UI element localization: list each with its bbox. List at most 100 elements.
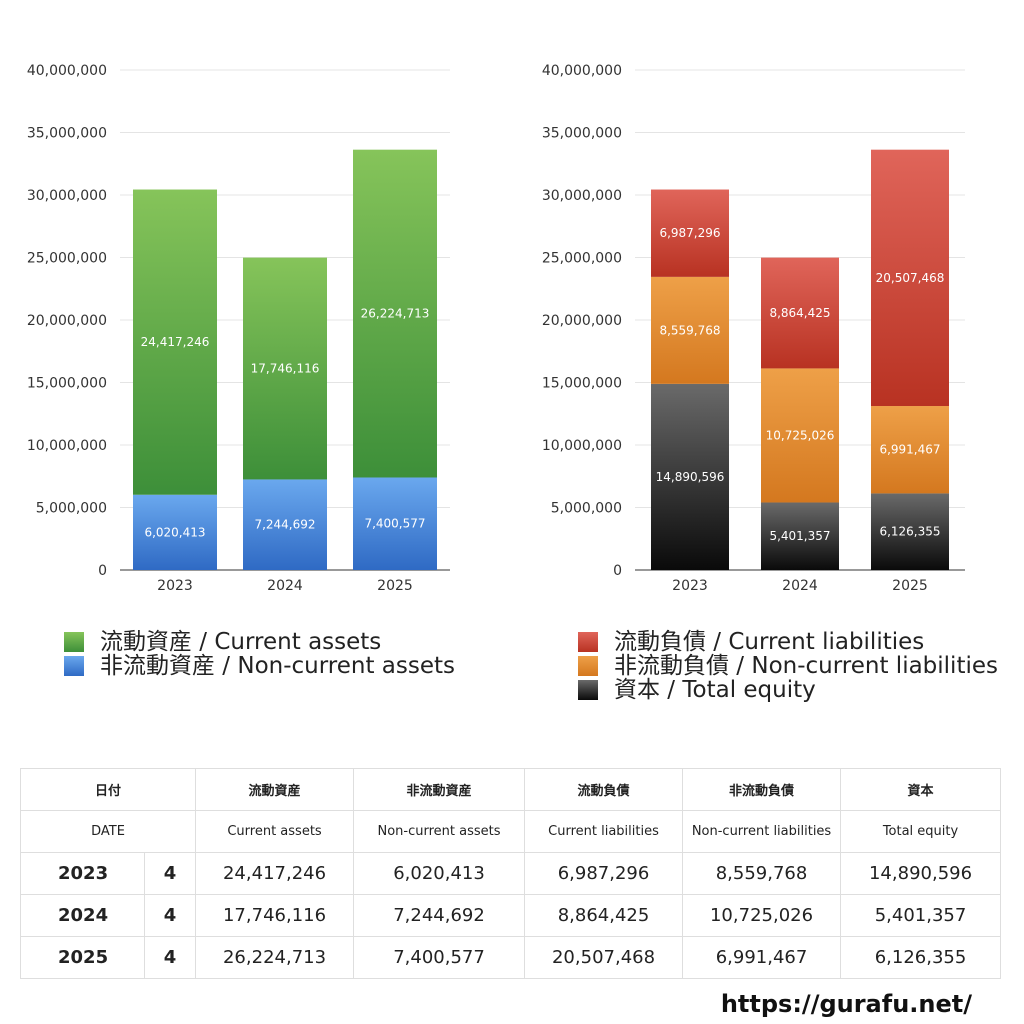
- row-nca: 7,244,692: [353, 894, 526, 937]
- table-row: 2024 4 17,746,116 7,244,692 8,864,425 10…: [20, 894, 1002, 937]
- header-date-en: DATE: [19, 810, 197, 853]
- header-cl-ja: 流動負債: [524, 768, 684, 811]
- y-tick-label: 0: [613, 563, 622, 579]
- header-row-ja: 日付 流動資産 非流動資産 流動負債 非流動負債 資本: [19, 768, 1002, 811]
- row-year: 2023: [20, 852, 145, 895]
- y-tick-label: 15,000,000: [27, 376, 107, 392]
- row-ca: 24,417,246: [195, 852, 355, 895]
- legend-item-noncurrent-liabilities: 非流動負債 / Non-current liabilities: [578, 654, 998, 678]
- y-tick-label: 15,000,000: [542, 376, 622, 392]
- row-nca: 7,400,577: [353, 936, 526, 979]
- row-quarter: 4: [143, 852, 197, 895]
- legend-swatch-green: [64, 632, 84, 652]
- header-ca-en: Current assets: [195, 810, 355, 853]
- y-tick-label: 30,000,000: [27, 188, 107, 204]
- y-tick-label: 35,000,000: [27, 126, 107, 142]
- header-ca-ja: 流動資産: [195, 768, 355, 811]
- bar-cl-2024: [761, 257, 839, 369]
- y-tick-label: 10,000,000: [542, 438, 622, 454]
- row-ncl: 8,559,768: [682, 852, 842, 895]
- row-cl: 6,987,296: [524, 852, 684, 895]
- row-year: 2025: [20, 936, 145, 979]
- y-tick-label: 0: [98, 563, 107, 579]
- header-nca-en: Non-current assets: [353, 810, 526, 853]
- header-ncl-en: Non-current liabilities: [682, 810, 842, 853]
- legend-swatch-orange: [578, 656, 598, 676]
- legend-item-current-assets: 流動資産 / Current assets: [64, 630, 455, 654]
- y-tick-label: 25,000,000: [27, 251, 107, 267]
- data-label-ca-2024: 17,746,116: [251, 362, 320, 376]
- charts-canvas: 0 5,000,000 10,000,000 15,000,000 20,000,000…: [27, 63, 965, 594]
- x-tick-label: 2023: [672, 578, 708, 594]
- row-quarter: 4: [143, 936, 197, 979]
- site-url: https://gurafu.net/: [720, 990, 972, 1018]
- legend-item-current-liabilities: 流動負債 / Current liabilities: [578, 630, 998, 654]
- bar-nca-2025: [353, 477, 437, 570]
- bar-ncl-2025: [871, 406, 949, 494]
- bar-eq-2025: [871, 493, 949, 570]
- y-tick-label: 5,000,000: [36, 501, 107, 517]
- data-label-ncl-2023: 8,559,768: [659, 323, 720, 337]
- bar-ca-2025: [353, 149, 437, 478]
- row-cl: 20,507,468: [524, 936, 684, 979]
- header-eq-en: Total equity: [840, 810, 1002, 853]
- bar-cl-2023: [651, 189, 729, 277]
- data-label-ncl-2025: 6,991,467: [879, 443, 940, 457]
- table-row: 2025 4 26,224,713 7,400,577 20,507,468 6…: [20, 936, 1002, 979]
- legend-swatch-blue: [64, 656, 84, 676]
- row-year: 2024: [20, 894, 145, 937]
- data-label-eq-2024: 5,401,357: [769, 529, 830, 543]
- data-label-cl-2024: 8,864,425: [769, 306, 830, 320]
- row-quarter: 4: [143, 894, 197, 937]
- bar-ncl-2023: [651, 276, 729, 384]
- data-label-nca-2024: 7,244,692: [254, 518, 315, 532]
- y-tick-label: 25,000,000: [542, 251, 622, 267]
- table-row: 2023 4 24,417,246 6,020,413 6,987,296 8,…: [20, 852, 1002, 895]
- data-label-cl-2023: 6,987,296: [659, 226, 720, 240]
- legend-label: 非流動負債 / Non-current liabilities: [614, 653, 998, 679]
- bar-eq-2024: [761, 502, 839, 570]
- data-label-eq-2023: 14,890,596: [656, 470, 725, 484]
- data-label-cl-2025: 20,507,468: [876, 271, 945, 285]
- legend-item-equity: 資本 / Total equity: [578, 678, 998, 702]
- chart-1: 0 5,000,000 10,000,000 15,000,000 20,000,000…: [27, 63, 450, 594]
- row-ncl: 6,991,467: [682, 936, 842, 979]
- row-eq: 5,401,357: [840, 894, 1002, 937]
- x-tick-label: 2025: [892, 578, 928, 594]
- data-label-ca-2023: 24,417,246: [141, 335, 210, 349]
- bar-cl-2025: [871, 149, 949, 407]
- y-tick-label: 35,000,000: [542, 126, 622, 142]
- y-tick-label: 40,000,000: [27, 63, 107, 79]
- x-tick-label: 2023: [157, 578, 193, 594]
- bar-ca-2024: [243, 257, 327, 480]
- row-eq: 6,126,355: [840, 936, 1002, 979]
- legend-label: 資本 / Total equity: [614, 677, 816, 703]
- legend-label: 流動資産 / Current assets: [100, 629, 382, 655]
- data-label-eq-2025: 6,126,355: [879, 525, 940, 539]
- header-eq-ja: 資本: [840, 768, 1002, 811]
- legend-label: 非流動資産 / Non-current assets: [100, 653, 456, 679]
- header-row-en: DATE Current assets Non-current assets C…: [19, 810, 1002, 853]
- legend-item-noncurrent-assets: 非流動資産 / Non-current assets: [64, 654, 455, 678]
- data-label-ncl-2024: 10,725,026: [766, 428, 835, 442]
- row-cl: 8,864,425: [524, 894, 684, 937]
- header-date-ja: 日付: [19, 768, 197, 811]
- header-ncl-ja: 非流動負債: [682, 768, 842, 811]
- bar-nca-2024: [243, 479, 327, 570]
- bar-eq-2023: [651, 383, 729, 570]
- data-table: 日付 流動資産 非流動資産 流動負債 非流動負債 資本 DATE Current…: [19, 768, 1002, 979]
- y-tick-label: 30,000,000: [542, 188, 622, 204]
- row-ca: 26,224,713: [195, 936, 355, 979]
- row-ca: 17,746,116: [195, 894, 355, 937]
- legend-swatch-black: [578, 680, 598, 700]
- x-tick-label: 2024: [782, 578, 818, 594]
- bar-ca-2023: [133, 189, 217, 495]
- legend-left: 流動資産 / Current assets 非流動資産 / Non-curren…: [64, 630, 455, 678]
- bar-nca-2023: [133, 494, 217, 570]
- data-label-nca-2023: 6,020,413: [144, 525, 205, 539]
- legend-right: 流動負債 / Current liabilities 非流動負債 / Non-c…: [578, 630, 998, 702]
- y-tick-label: 20,000,000: [542, 313, 622, 329]
- data-label-nca-2025: 7,400,577: [364, 517, 425, 531]
- legend-swatch-red: [578, 632, 598, 652]
- y-tick-label: 5,000,000: [551, 501, 622, 517]
